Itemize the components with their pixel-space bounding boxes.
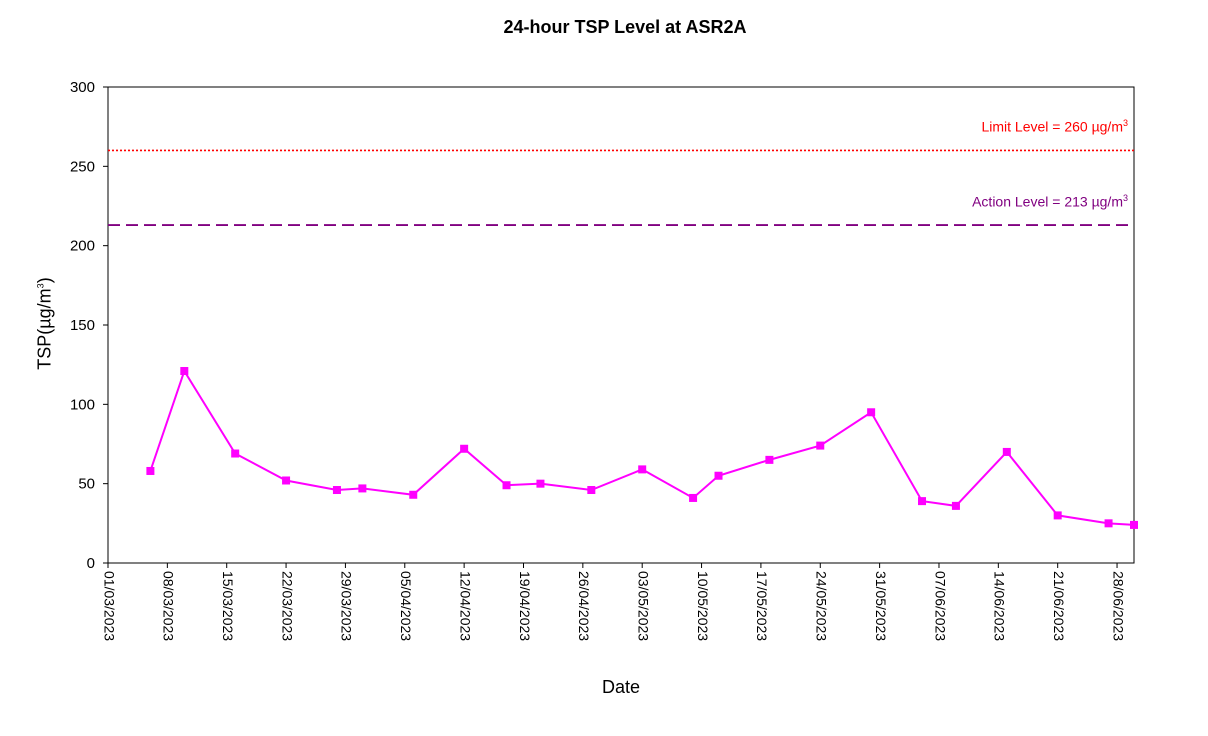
data-point <box>502 481 511 490</box>
y-tick-label: 250 <box>70 158 95 175</box>
reference-lines <box>108 149 1134 226</box>
series-tsp <box>146 367 1138 529</box>
action-level-label: Action Level = 213 µg/m3 <box>972 193 1128 210</box>
data-point <box>918 497 927 506</box>
data-point <box>358 484 367 493</box>
x-tick-label: 14/06/2023 <box>992 571 1008 641</box>
x-tick-label: 08/03/2023 <box>161 571 177 641</box>
data-point <box>714 471 723 480</box>
action-level-prefix: Action Level = 213 <box>972 193 1092 210</box>
x-tick-label: 21/06/2023 <box>1051 571 1067 641</box>
y-tick-label: 0 <box>87 555 95 572</box>
data-point <box>765 455 774 464</box>
action-level-sup: 3 <box>1122 193 1128 204</box>
data-point <box>587 486 596 495</box>
y-tick-label: 200 <box>70 238 95 255</box>
data-point <box>409 490 418 499</box>
axes <box>107 86 1135 564</box>
data-point <box>1130 520 1138 529</box>
x-tick-label: 01/03/2023 <box>101 571 117 641</box>
y-tick-label: 150 <box>70 317 95 334</box>
x-tick-label: 17/05/2023 <box>754 571 770 641</box>
x-axis-ticks: 01/03/2023 08/03/2023 15/03/2023 22/03/2023… <box>101 563 1126 641</box>
y-axis-label-unit: µg/m <box>34 288 55 329</box>
data-point <box>460 444 469 453</box>
data-point <box>1053 511 1062 520</box>
data-point <box>951 501 960 510</box>
x-tick-label: 10/05/2023 <box>695 571 711 641</box>
x-tick-label: 19/04/2023 <box>517 571 533 641</box>
x-axis-label: Date <box>601 677 641 697</box>
x-tick-label: 22/03/2023 <box>279 571 295 641</box>
x-tick-label: 05/04/2023 <box>398 571 414 641</box>
x-tick-label: 28/06/2023 <box>1110 571 1126 641</box>
data-point <box>231 449 240 458</box>
y-axis-label-suffix: ) <box>34 277 55 284</box>
limit-level-unit: µg/m <box>1091 119 1123 136</box>
data-point <box>332 486 341 495</box>
limit-level-prefix: Limit Level = 260 <box>981 119 1092 136</box>
x-tick-label: 03/05/2023 <box>635 571 651 641</box>
data-point <box>816 441 825 450</box>
data-point <box>282 476 291 485</box>
y-axis-label-prefix: TSP( <box>34 328 55 370</box>
data-point <box>180 367 189 376</box>
data-point <box>867 408 876 417</box>
data-point <box>1002 447 1011 456</box>
y-axis-ticks: 0 50 100 150 200 250 300 <box>70 79 108 572</box>
x-tick-label: 12/04/2023 <box>457 571 473 641</box>
action-level-unit: µg/m <box>1091 193 1123 210</box>
x-tick-label: 29/03/2023 <box>339 571 355 641</box>
x-tick-label: 31/05/2023 <box>873 571 889 641</box>
data-point <box>638 465 647 474</box>
y-axis-label-sup: 3 <box>35 283 46 289</box>
data-point <box>536 479 545 488</box>
data-point <box>1104 519 1113 528</box>
limit-level-label: Limit Level = 260 µg/m3 <box>981 118 1128 135</box>
y-tick-label: 300 <box>70 79 95 96</box>
plot-frame <box>107 86 1135 564</box>
y-axis-label: TSP(µg/m3) <box>35 244 56 404</box>
data-point <box>146 466 155 475</box>
series-line <box>149 368 1135 526</box>
x-tick-label: 24/05/2023 <box>814 571 830 641</box>
x-tick-label: 15/03/2023 <box>220 571 236 641</box>
x-tick-label: 26/04/2023 <box>576 571 592 641</box>
x-tick-label: 07/06/2023 <box>932 571 948 641</box>
y-tick-label: 50 <box>78 476 95 493</box>
y-tick-label: 100 <box>70 396 95 413</box>
limit-level-sup: 3 <box>1122 118 1128 129</box>
chart-title: 24-hour TSP Level at ASR2A <box>503 17 747 37</box>
data-point <box>689 493 698 502</box>
